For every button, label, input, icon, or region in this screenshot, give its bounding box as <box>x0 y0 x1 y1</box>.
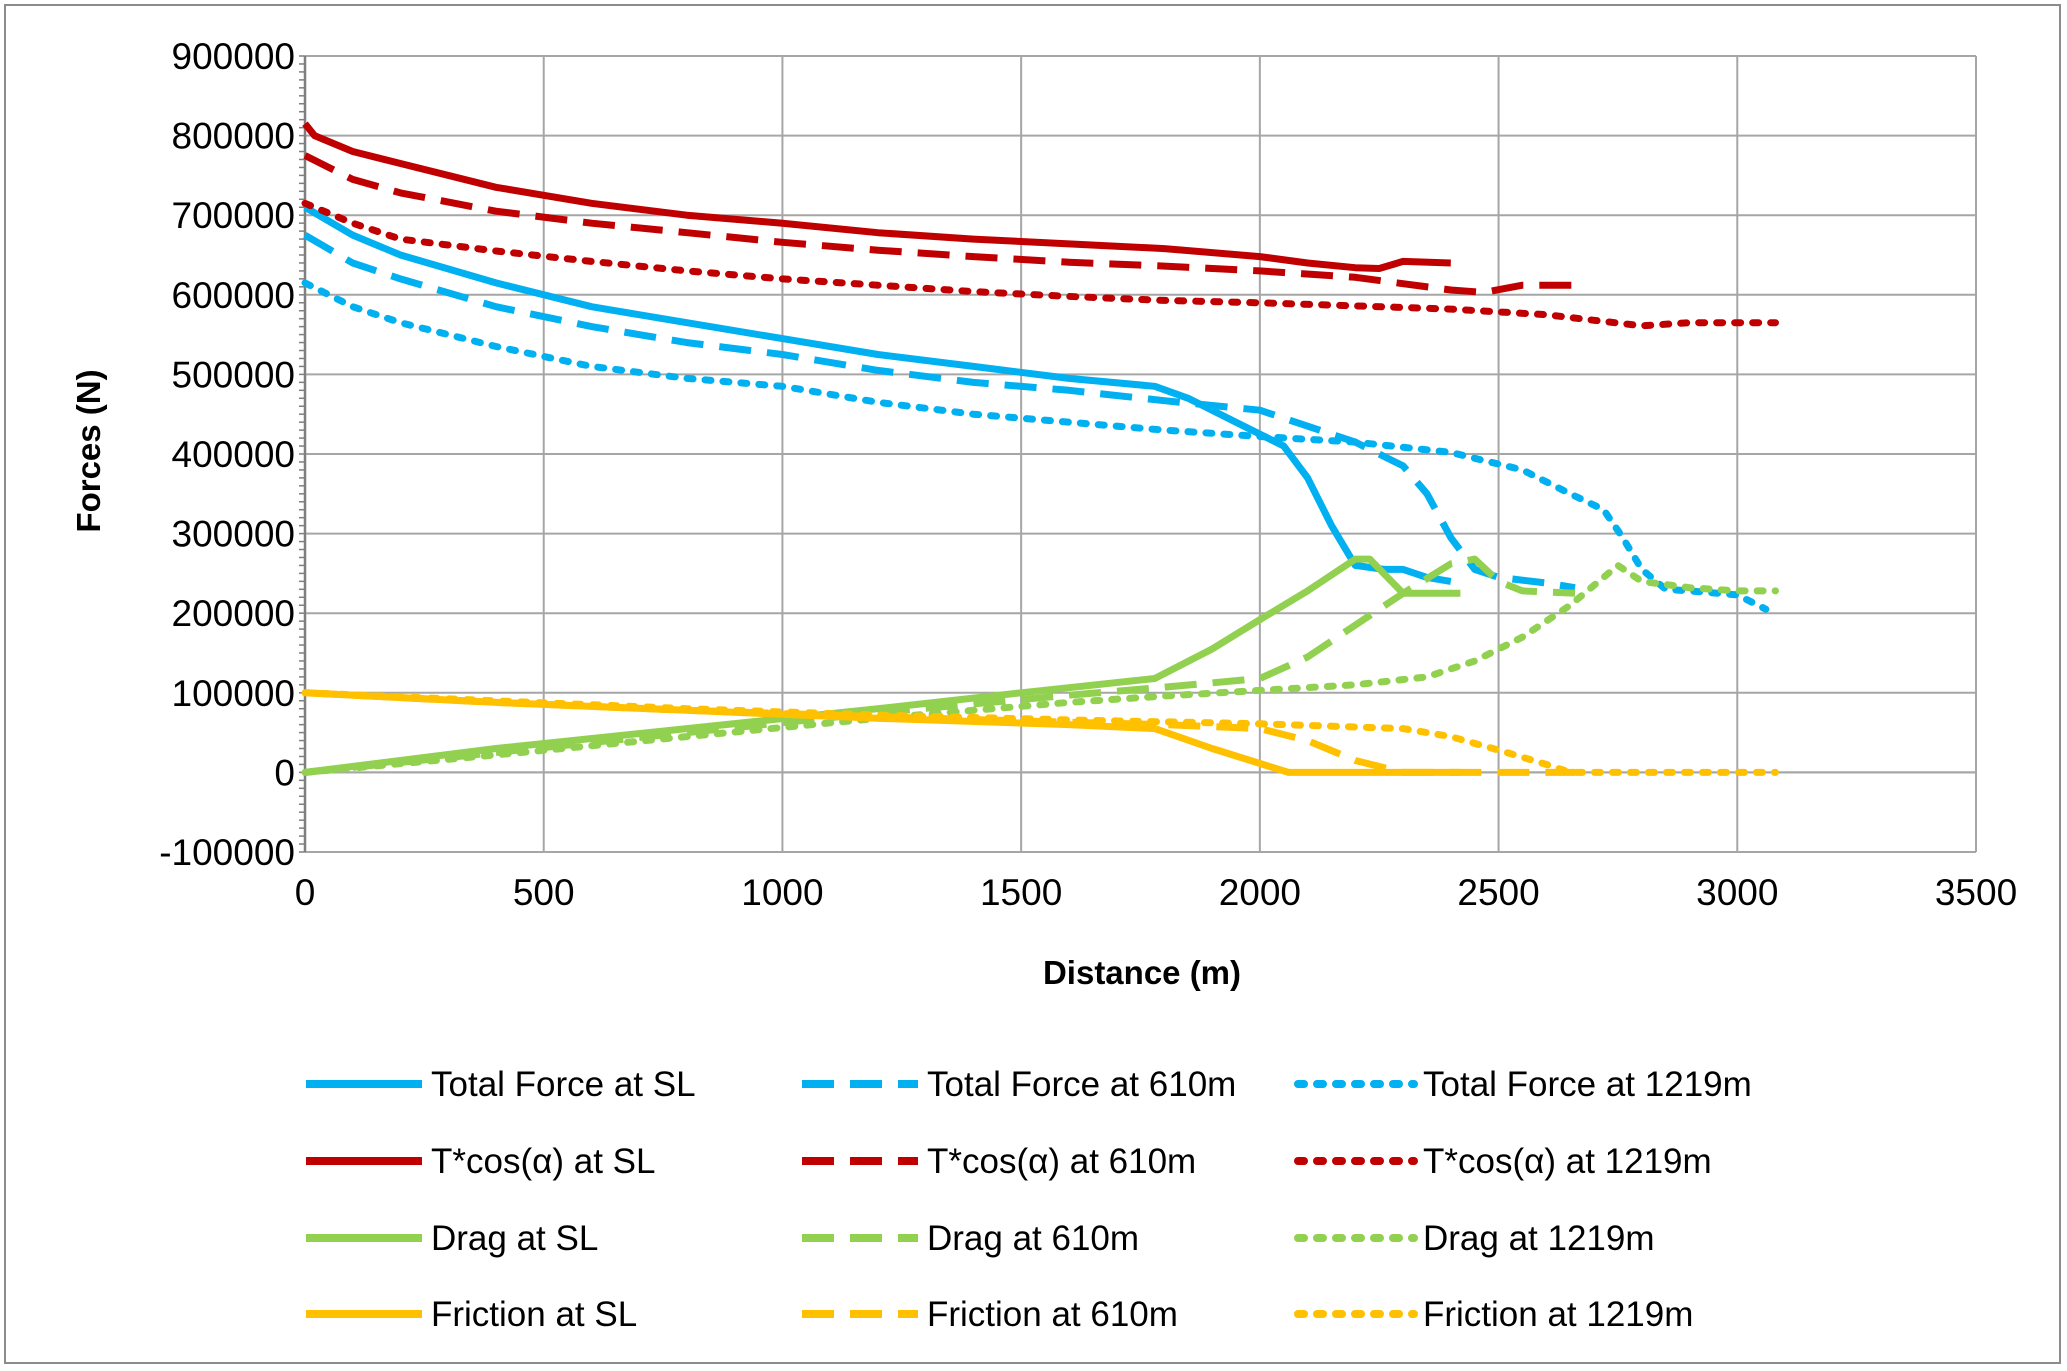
legend-label: Friction at 610m <box>927 1295 1178 1334</box>
series-line <box>304 555 1576 776</box>
series-line <box>304 555 1461 776</box>
series-line <box>302 121 1451 272</box>
grid-lines <box>304 55 1977 853</box>
series-line <box>301 561 1779 776</box>
axes <box>299 55 1976 853</box>
legend-label: T*cos(α) at SL <box>431 1142 655 1181</box>
x-tick-label: 2000 <box>1219 872 1301 913</box>
chart-frame: -100000 0 100000 200000 300000 400000 500000 60… <box>4 4 2061 1364</box>
y-tick-label: 300000 <box>172 514 295 555</box>
series-line <box>303 232 1576 592</box>
legend-label: Drag at 1219m <box>1423 1219 1655 1258</box>
series-line <box>304 689 1575 776</box>
legend-label: Friction at SL <box>431 1295 637 1334</box>
legend-label: Total Force at 1219m <box>1423 1065 1752 1104</box>
y-tick-label: 100000 <box>172 673 295 714</box>
legend-label: Total Force at SL <box>431 1065 696 1104</box>
x-tick-label: 2500 <box>1457 872 1539 913</box>
legend-label: Drag at SL <box>431 1219 598 1258</box>
series-line <box>301 689 1779 776</box>
y-tick-label: 0 <box>274 752 295 793</box>
series-line <box>303 152 1575 296</box>
series-lines <box>301 121 1779 776</box>
y-tick-label: 400000 <box>172 434 295 475</box>
y-tick-label: 500000 <box>172 354 295 395</box>
series-line <box>301 279 1770 613</box>
series-line <box>301 199 1779 330</box>
legend-label: Friction at 1219m <box>1423 1295 1693 1334</box>
x-axis-title: Distance (m) <box>1043 954 1241 991</box>
y-tick-label: 200000 <box>172 593 295 634</box>
legend-label: Drag at 610m <box>927 1219 1139 1258</box>
legend-label: T*cos(α) at 610m <box>927 1142 1196 1181</box>
legend: Total Force at SL Total Force at 610m Tota… <box>306 1065 1752 1334</box>
y-tick-label: 700000 <box>172 195 295 236</box>
x-tick-label: 1500 <box>980 872 1062 913</box>
y-tick-label: -100000 <box>159 832 295 873</box>
legend-label: Total Force at 610m <box>927 1065 1236 1104</box>
x-tick-label: 0 <box>295 872 316 913</box>
x-tick-label: 3500 <box>1935 872 2017 913</box>
y-axis-title: Forces (N) <box>70 369 107 532</box>
y-tick-label: 600000 <box>172 275 295 316</box>
chart-canvas: -100000010000020000030000040000050000060… <box>70 36 2017 1334</box>
x-tick-label: 1000 <box>741 872 823 913</box>
y-tick-label: 900000 <box>172 36 295 77</box>
tick-labels: -100000010000020000030000040000050000060… <box>159 36 2017 913</box>
y-tick-label: 800000 <box>172 116 295 157</box>
series-line <box>303 204 1452 585</box>
legend-label: T*cos(α) at 1219m <box>1423 1142 1712 1181</box>
x-tick-label: 500 <box>513 872 575 913</box>
x-tick-label: 3000 <box>1696 872 1778 913</box>
